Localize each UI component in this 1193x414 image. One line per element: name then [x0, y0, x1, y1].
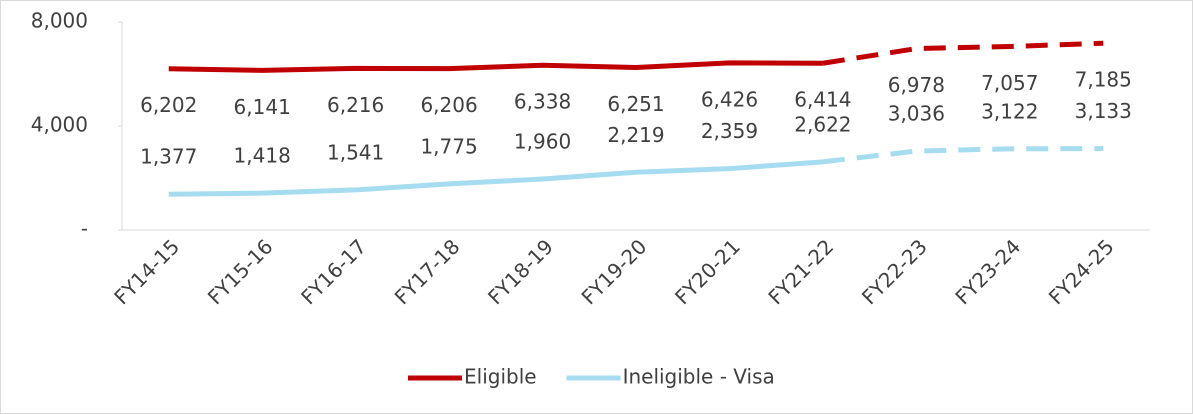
data-label: 1,960	[514, 130, 571, 154]
data-label: 1,541	[327, 140, 384, 164]
data-label: 2,359	[701, 119, 758, 143]
data-label: 6,141	[234, 95, 291, 119]
forecast-line	[822, 40, 1104, 66]
data-label: 1,418	[234, 144, 291, 168]
legend-label: Ineligible - Visa	[623, 365, 775, 389]
data-label: 6,216	[327, 93, 384, 117]
legend-label: Eligible	[464, 365, 537, 389]
data-label: 7,185	[1075, 68, 1132, 92]
data-label: 3,036	[888, 102, 945, 126]
y-tick-label: 4,000	[31, 113, 88, 137]
data-label: 1,775	[420, 134, 477, 158]
data-label: 6,414	[794, 88, 851, 112]
data-label: 1,377	[140, 145, 197, 169]
data-label: 6,426	[701, 87, 758, 111]
y-tick-label: -	[81, 217, 88, 241]
data-label: 2,219	[607, 123, 664, 147]
data-label: 6,978	[888, 73, 945, 97]
data-label: 7,057	[981, 71, 1038, 95]
line	[168, 159, 824, 197]
data-label: 6,338	[514, 90, 571, 114]
data-label: 6,202	[140, 93, 197, 117]
data-label: 3,133	[1075, 99, 1132, 123]
data-label: 2,622	[794, 112, 851, 136]
data-label: 6,206	[420, 93, 477, 117]
line	[168, 60, 823, 73]
data-label: 3,122	[981, 99, 1038, 123]
data-label: 6,251	[607, 92, 664, 116]
y-tick-label: 8,000	[31, 9, 88, 33]
forecast-line	[822, 146, 1104, 165]
